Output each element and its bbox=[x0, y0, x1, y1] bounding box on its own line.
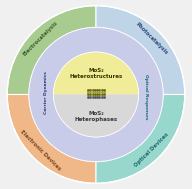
Text: MoS₂
Heterophases: MoS₂ Heterophases bbox=[74, 111, 118, 122]
Wedge shape bbox=[54, 52, 138, 94]
Text: Electronic Devices: Electronic Devices bbox=[19, 129, 61, 171]
Wedge shape bbox=[96, 94, 185, 183]
Text: Optical Devices: Optical Devices bbox=[134, 132, 170, 168]
Wedge shape bbox=[7, 6, 96, 94]
Bar bbox=[87, 95, 105, 98]
Text: Electrocatalysis: Electrocatalysis bbox=[22, 20, 59, 57]
Wedge shape bbox=[96, 6, 185, 94]
Wedge shape bbox=[7, 94, 96, 183]
Text: Photocatalysis: Photocatalysis bbox=[135, 22, 169, 56]
Wedge shape bbox=[54, 94, 138, 137]
Text: MoS₂
Heterostructures: MoS₂ Heterostructures bbox=[69, 68, 123, 79]
Text: Carrier Dynamics: Carrier Dynamics bbox=[44, 71, 48, 114]
Wedge shape bbox=[29, 27, 163, 162]
Bar bbox=[87, 89, 105, 92]
Text: Optical Responses: Optical Responses bbox=[144, 74, 148, 119]
Bar bbox=[87, 92, 105, 95]
